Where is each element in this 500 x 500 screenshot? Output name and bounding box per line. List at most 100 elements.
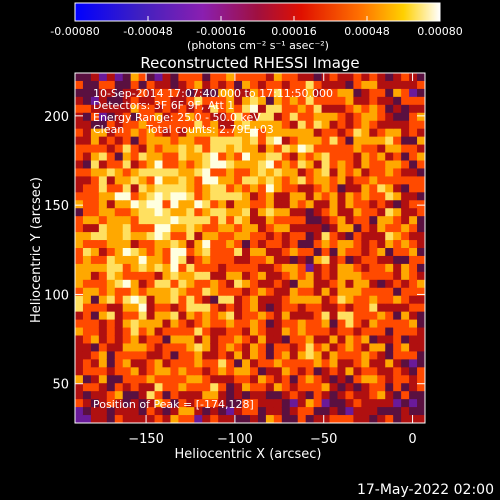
heatmap-cell (250, 415, 259, 423)
heatmap-cell (82, 383, 92, 392)
heatmap-cell (337, 224, 347, 233)
heatmap-cell (377, 80, 386, 90)
heatmap-cell (170, 80, 179, 90)
heatmap-cell (146, 359, 156, 368)
heatmap-cell (321, 367, 331, 376)
heatmap-cell (122, 192, 132, 201)
heatmap-cell (98, 73, 108, 82)
heatmap-cell (377, 112, 386, 122)
heatmap-cell (305, 279, 315, 289)
heatmap-cell (297, 415, 307, 423)
heatmap-cell (210, 255, 219, 265)
heatmap-cell (210, 399, 219, 408)
heatmap-cell (98, 160, 108, 170)
heatmap-cell (385, 112, 394, 122)
heatmap-cell (98, 367, 108, 376)
heatmap-cell (369, 271, 378, 281)
heatmap-cell (210, 367, 219, 376)
heatmap-cell (305, 144, 315, 154)
colorbar-tick-label: -0.00080 (50, 25, 99, 38)
heatmap-cell (170, 168, 179, 177)
heatmap-cell (257, 399, 267, 408)
heatmap-cell (75, 248, 84, 257)
heatmap-cell (369, 73, 378, 82)
heatmap-cell (122, 128, 132, 138)
heatmap-cell (329, 311, 339, 321)
heatmap-cell (114, 351, 124, 360)
heatmap-cell (265, 327, 275, 337)
heatmap-cell (162, 192, 172, 201)
heatmap-cell (90, 240, 100, 249)
heatmap-cell (202, 192, 211, 201)
heatmap-cell (377, 216, 386, 225)
heatmap-cell (257, 295, 267, 305)
heatmap-cell (361, 128, 370, 138)
heatmap-cell (265, 88, 275, 98)
heatmap-cell (305, 200, 315, 209)
heatmap-cell (393, 359, 402, 368)
heatmap-cell (178, 200, 187, 209)
heatmap-cell (385, 335, 394, 345)
heatmap-cell (170, 383, 179, 392)
heatmap-cell (289, 327, 299, 337)
heatmap-cell (401, 200, 410, 209)
heatmap-cell (393, 144, 402, 154)
heatmap-cell (265, 359, 275, 368)
heatmap-cell (337, 367, 347, 376)
heatmap-cell (250, 176, 259, 185)
heatmap-cell (170, 303, 179, 313)
heatmap-cell (257, 271, 267, 281)
heatmap-cell (210, 120, 219, 130)
heatmap-cell (114, 152, 124, 162)
heatmap-cell (417, 248, 425, 257)
heatmap-cell (321, 271, 331, 281)
heatmap-cell (226, 96, 235, 106)
heatmap-cell (75, 152, 84, 162)
heatmap-cell (186, 287, 195, 297)
info-annotations: 10-Sep-2014 17:07:40.000 to 17:11:50.000… (93, 87, 333, 411)
heatmap-cell (114, 128, 124, 138)
heatmap-cell (369, 263, 378, 273)
heatmap-cell (186, 295, 195, 305)
heatmap-cell (393, 104, 402, 114)
heatmap-cell (305, 271, 315, 281)
heatmap-cell (202, 200, 211, 209)
colorbar-tick-label: 0.00016 (271, 25, 317, 38)
heatmap-cell (138, 343, 148, 352)
heatmap-cell (313, 160, 323, 170)
heatmap-cell (273, 224, 283, 233)
heatmap-cell (146, 311, 156, 321)
heatmap-cell (75, 208, 84, 217)
heatmap-cell (122, 343, 132, 352)
heatmap-cell (265, 80, 275, 90)
heatmap-cell (353, 240, 362, 249)
heatmap-cell (321, 295, 331, 305)
heatmap-cell (210, 232, 219, 241)
heatmap-cell (138, 248, 148, 257)
heatmap-cell (218, 184, 227, 193)
heatmap-cell (297, 391, 307, 400)
heatmap-cell (234, 184, 243, 193)
heatmap-cell (369, 136, 378, 146)
peak-position-label: Position of Peak = [-174,128] (93, 398, 254, 411)
heatmap-cell (257, 112, 267, 122)
heatmap-cell (305, 407, 315, 416)
heatmap-cell (202, 335, 211, 345)
heatmap-cell (353, 407, 362, 416)
heatmap-cell (265, 375, 275, 384)
heatmap-cell (130, 263, 140, 273)
heatmap-cell (114, 200, 124, 209)
heatmap-cell (186, 311, 195, 321)
heatmap-cell (98, 192, 108, 201)
heatmap-cell (122, 271, 132, 281)
heatmap-cell (273, 112, 283, 122)
heatmap-cell (162, 112, 172, 122)
heatmap-cell (265, 279, 275, 289)
heatmap-cell (305, 168, 315, 177)
heatmap-cell (417, 232, 425, 241)
heatmap-cell (409, 88, 418, 98)
heatmap-cell (281, 200, 291, 209)
heatmap-cell (106, 319, 116, 329)
heatmap-cell (353, 327, 362, 337)
